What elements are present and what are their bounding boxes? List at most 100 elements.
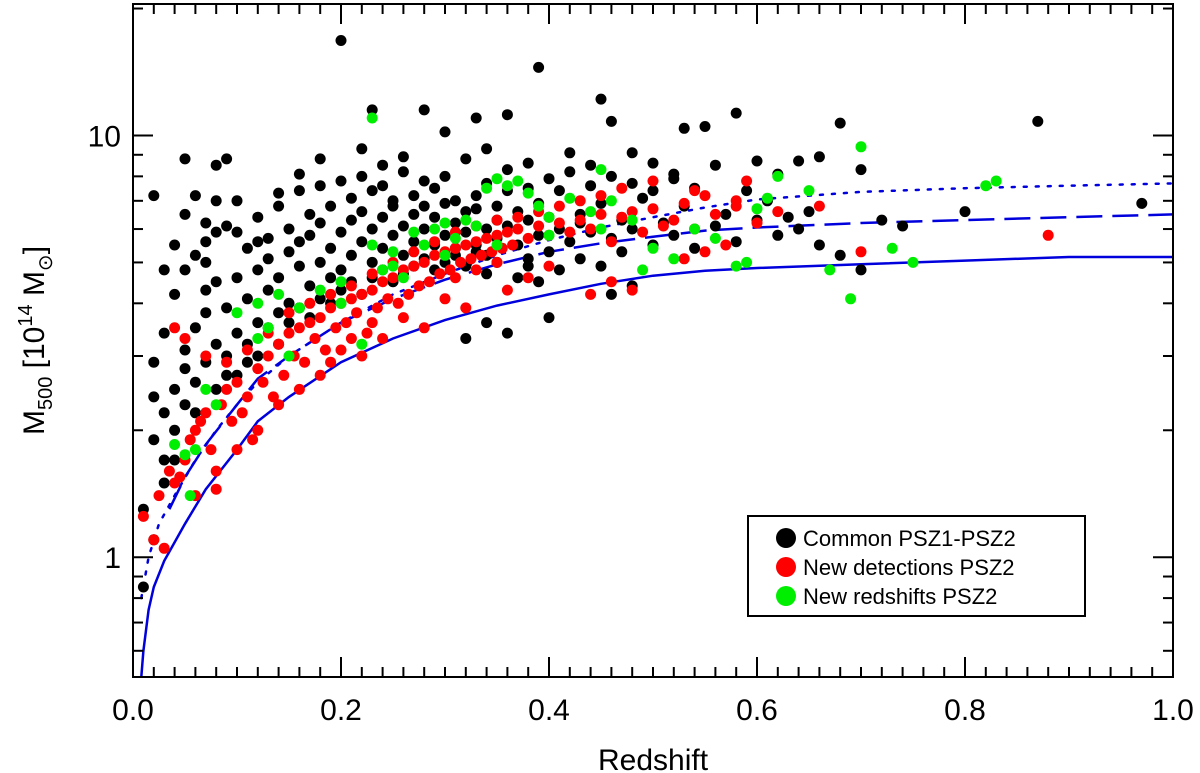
data-point: [366, 268, 378, 280]
data-point: [314, 284, 326, 296]
data-point: [455, 256, 467, 268]
data-point: [678, 197, 690, 209]
data-point: [273, 200, 285, 212]
data-point: [158, 264, 170, 276]
data-point: [470, 236, 482, 248]
y-axis-title-base: M: [18, 410, 51, 435]
data-point: [429, 223, 441, 235]
data-point: [491, 239, 503, 251]
data-point: [273, 187, 285, 199]
data-point: [325, 302, 337, 314]
data-point: [793, 223, 805, 235]
legend-marker: [776, 557, 796, 577]
x-tick-label: 1.0: [1152, 694, 1194, 727]
data-point: [293, 322, 305, 334]
data-point: [668, 173, 680, 185]
data-point: [304, 208, 316, 220]
data-point: [543, 246, 555, 258]
data-point: [304, 280, 316, 292]
data-point: [205, 444, 217, 456]
data-point: [335, 344, 347, 356]
data-point: [309, 333, 321, 344]
data-point: [184, 490, 196, 502]
data-point: [533, 61, 545, 73]
data-point: [595, 164, 607, 176]
data-point: [241, 242, 253, 254]
data-point: [179, 264, 191, 276]
data-point: [751, 203, 763, 215]
data-point: [148, 190, 160, 202]
data-point: [314, 217, 326, 229]
data-point: [574, 195, 586, 207]
data-point: [553, 217, 565, 229]
data-point: [647, 242, 659, 254]
data-point: [283, 297, 295, 309]
data-point: [699, 190, 711, 202]
data-point: [148, 434, 160, 446]
data-point: [491, 200, 503, 212]
data-point: [1042, 229, 1054, 241]
data-point: [501, 109, 513, 121]
data-point: [439, 126, 451, 138]
data-point: [470, 264, 482, 276]
data-point: [325, 356, 337, 368]
data-point: [377, 333, 389, 344]
legend-marker: [776, 528, 796, 548]
data-point: [377, 180, 389, 192]
data-point: [616, 246, 628, 258]
data-point: [200, 256, 212, 268]
data-point: [325, 288, 337, 300]
data-point: [189, 190, 201, 202]
data-point: [241, 293, 253, 305]
data-point: [418, 256, 430, 268]
data-point: [855, 141, 867, 153]
data-points: [137, 35, 1148, 593]
data-point: [262, 350, 274, 362]
data-point: [434, 268, 446, 280]
data-point: [377, 159, 389, 171]
data-point: [252, 236, 264, 248]
data-point: [626, 147, 638, 159]
data-point: [221, 220, 233, 232]
data-point: [429, 211, 441, 223]
data-point: [247, 434, 259, 446]
data-point: [314, 293, 326, 305]
data-point: [423, 276, 435, 288]
data-point: [252, 264, 264, 276]
data-point: [179, 449, 191, 461]
data-point: [371, 302, 383, 314]
data-point: [158, 407, 170, 419]
data-point: [408, 246, 420, 258]
data-point: [210, 276, 222, 288]
data-point: [803, 185, 815, 197]
data-point: [449, 272, 461, 284]
data-point: [460, 333, 472, 344]
data-point: [533, 200, 545, 212]
data-point: [605, 288, 617, 300]
data-point: [231, 272, 243, 284]
data-point: [491, 214, 503, 226]
data-point: [366, 317, 378, 329]
data-point: [163, 465, 175, 477]
data-point: [210, 159, 222, 171]
data-point: [751, 155, 763, 167]
legend-label: Common PSZ1-PSZ2: [803, 526, 1016, 551]
y-axis-title-unit-suffix: ]: [18, 246, 51, 254]
data-point: [345, 214, 357, 226]
data-point: [845, 293, 857, 305]
data-point: [512, 223, 524, 235]
data-point: [345, 280, 357, 292]
data-point: [507, 239, 519, 251]
data-point: [439, 170, 451, 182]
data-point: [444, 264, 456, 276]
data-point: [408, 208, 420, 220]
data-point: [439, 249, 451, 261]
data-point: [876, 214, 888, 226]
data-point: [449, 242, 461, 254]
data-point: [397, 249, 409, 261]
data-point: [361, 327, 373, 339]
data-point: [1136, 197, 1148, 209]
data-point: [803, 206, 815, 218]
x-tick-labels: 0.0 0.2 0.4 0.6 0.8 1.0: [112, 694, 1194, 727]
